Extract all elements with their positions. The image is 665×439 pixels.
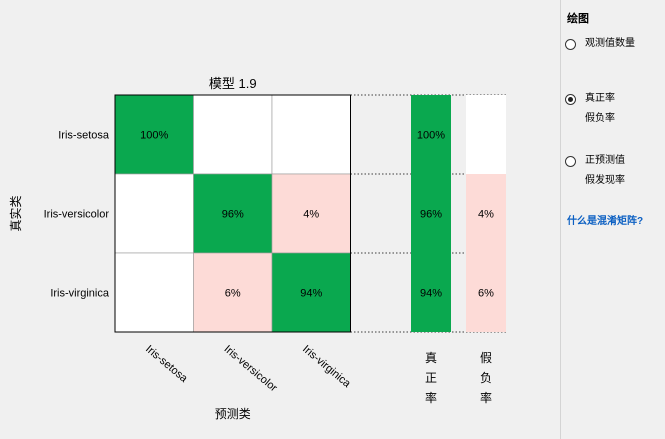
matrix-cell-0-2 bbox=[271, 94, 351, 175]
tpr-cell-0 bbox=[411, 95, 451, 174]
fnr-header: 假负率 bbox=[480, 351, 492, 405]
option-fdr-label: 假发现率 bbox=[585, 175, 625, 186]
col-label-0: Iris-setosa bbox=[143, 343, 190, 385]
option-tpr-fnr[interactable]: 真正率 假负率 bbox=[565, 93, 615, 129]
row-label-2: Iris-virginica bbox=[50, 288, 110, 300]
row-label-1: Iris-versicolor bbox=[44, 209, 110, 221]
confusion-matrix-chart: 100% 96% 4% 6% 94% 模型 1.9 Iris-setosa Iris-vers… bbox=[8, 76, 506, 421]
plot-options-panel: 绘图 观测值数量 真正率 假负率 正预测值 假发现率 什么是混淆矩阵? bbox=[560, 0, 665, 439]
tpr-value-2: 94% bbox=[420, 288, 442, 300]
option-fnr-label: 假负率 bbox=[585, 113, 615, 124]
matrix-cell-2-0 bbox=[114, 252, 194, 333]
matrix-value-1-1: 96% bbox=[222, 209, 244, 221]
panel-heading: 绘图 bbox=[567, 13, 589, 25]
row-label-0: Iris-setosa bbox=[58, 130, 110, 142]
matrix-cell-2-1 bbox=[193, 252, 273, 333]
option-counts[interactable]: 观测值数量 bbox=[565, 38, 635, 54]
matrix-title: 模型 1.9 bbox=[209, 76, 257, 91]
tpr-cell-2 bbox=[411, 253, 451, 332]
matrix-value-2-2: 94% bbox=[300, 288, 322, 300]
y-axis-label: 真实类 bbox=[8, 195, 23, 231]
matrix-value-2-1: 6% bbox=[225, 288, 241, 300]
fnr-value-2: 6% bbox=[478, 288, 494, 300]
matrix-cell-1-2 bbox=[271, 173, 351, 254]
fnr-cell-0 bbox=[466, 95, 506, 174]
fnr-value-1: 4% bbox=[478, 209, 494, 221]
col-label-1: Iris-versicolor bbox=[222, 343, 280, 394]
fnr-cell-2 bbox=[466, 253, 506, 332]
tpr-value-1: 96% bbox=[420, 209, 442, 221]
matrix-value-1-2: 4% bbox=[303, 209, 319, 221]
radio-ppv-fdr[interactable] bbox=[565, 156, 576, 167]
fnr-cell-1 bbox=[466, 174, 506, 253]
matrix-cell-1-0 bbox=[114, 173, 194, 254]
option-ppv-fdr[interactable]: 正预测值 假发现率 bbox=[565, 155, 625, 191]
tpr-value-0: 100% bbox=[417, 130, 445, 142]
option-ppv-label: 正预测值 bbox=[585, 155, 625, 166]
confusion-matrix-plot: 100% 96% 4% 6% 94% 模型 1.9 Iris-setosa Iris-vers… bbox=[8, 76, 506, 421]
tpr-cell-1 bbox=[411, 174, 451, 253]
radio-tpr-fnr[interactable] bbox=[565, 94, 576, 105]
option-counts-label: 观测值数量 bbox=[585, 38, 635, 49]
tpr-header: 真正率 bbox=[425, 351, 437, 405]
help-link-confusion-matrix[interactable]: 什么是混淆矩阵? bbox=[567, 216, 644, 227]
matrix-cell-1-1 bbox=[193, 173, 273, 254]
matrix-cell-0-1 bbox=[193, 94, 273, 175]
radio-counts[interactable] bbox=[565, 39, 576, 50]
x-axis-label: 预测类 bbox=[215, 407, 251, 421]
matrix-cell-2-2 bbox=[271, 252, 351, 333]
matrix-border bbox=[114, 94, 351, 333]
matrix-value-0-0: 100% bbox=[140, 130, 168, 142]
col-label-2: Iris-virginica bbox=[300, 343, 353, 390]
option-tpr-label: 真正率 bbox=[585, 93, 615, 104]
matrix-cell-0-0 bbox=[114, 94, 194, 175]
